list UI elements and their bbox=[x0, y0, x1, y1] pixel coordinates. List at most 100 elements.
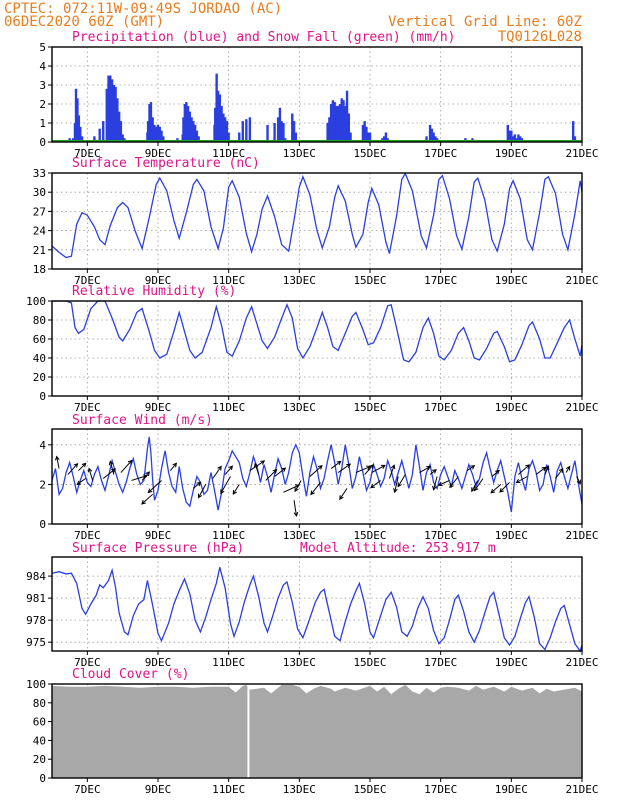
precip-ytick-label: 4 bbox=[39, 60, 46, 73]
precip-bar bbox=[266, 124, 269, 142]
precip-bar bbox=[347, 113, 350, 142]
temp-frame bbox=[51, 172, 583, 270]
wind-vector bbox=[76, 478, 86, 485]
cloud-xtick-label: 21DEC bbox=[565, 783, 598, 796]
precip-bar bbox=[571, 121, 575, 142]
wind-vector-head bbox=[565, 465, 571, 471]
precip-xtick-label: 11DEC bbox=[212, 147, 245, 160]
pressure-xtick-label: 21DEC bbox=[565, 656, 598, 669]
wind-vector bbox=[88, 468, 94, 481]
wind-vector-head bbox=[281, 467, 287, 472]
wind-vector bbox=[198, 484, 207, 498]
precip-bar bbox=[294, 132, 297, 142]
pressure-xtick-label: 11DEC bbox=[212, 656, 245, 669]
precip-bar bbox=[102, 121, 105, 142]
wind-vector bbox=[466, 465, 475, 471]
wind-xtick-label: 17DEC bbox=[424, 529, 457, 542]
precip-bar bbox=[338, 104, 342, 142]
precip-ytick-label: 0 bbox=[39, 136, 46, 149]
wind-vector-head bbox=[471, 487, 476, 493]
precip-bar bbox=[368, 132, 372, 142]
humidity-panel: Relative Humidity (%) 0 20 40 60 80 100 7DEC 9D… bbox=[26, 284, 598, 414]
wind-vector bbox=[394, 476, 399, 493]
precip-bar bbox=[216, 90, 220, 142]
precip-bar bbox=[326, 123, 329, 142]
wind-vector bbox=[355, 466, 371, 474]
cloud-ytick-label: 0 bbox=[39, 772, 46, 785]
cloud-cover-panel: Cloud Cover (%) 0 20 40 60 80 100 7DEC 9DEC 11DE… bbox=[26, 667, 598, 796]
humidity-xtick-label: 7DEC bbox=[74, 401, 101, 414]
wind-vector-head bbox=[217, 465, 222, 471]
wind-vector-head bbox=[196, 481, 202, 487]
precip-bar bbox=[344, 105, 347, 142]
cloud-frame bbox=[51, 683, 583, 779]
precip-bar bbox=[349, 132, 352, 142]
wind-vector bbox=[67, 463, 78, 475]
pressure-ytick-label: 975 bbox=[26, 636, 46, 649]
precip-bar bbox=[425, 136, 428, 142]
wind-vector bbox=[339, 488, 348, 500]
wind-vector-head bbox=[390, 464, 396, 470]
wind-vector bbox=[337, 463, 351, 473]
wind-vector bbox=[224, 465, 233, 475]
precip-bar bbox=[337, 105, 340, 142]
humidity-ytick-label: 60 bbox=[33, 333, 46, 346]
precip-bar bbox=[149, 102, 153, 142]
wind-vector bbox=[388, 465, 395, 479]
precip-xtick-label: 7DEC bbox=[74, 147, 101, 160]
wind-xtick-label: 7DEC bbox=[74, 529, 101, 542]
cloud-xtick-label: 9DEC bbox=[145, 783, 172, 796]
cloud-xtick-label: 17DEC bbox=[424, 783, 457, 796]
wind-xtick-label: 11DEC bbox=[212, 529, 245, 542]
precip-xtick-label: 21DEC bbox=[565, 147, 598, 160]
precip-bar bbox=[156, 124, 160, 142]
wind-vector bbox=[254, 463, 260, 475]
wind-vector-head bbox=[576, 479, 581, 485]
precip-bar bbox=[278, 107, 282, 142]
wind-vector-head bbox=[369, 464, 374, 469]
wind-vector bbox=[449, 476, 459, 488]
precip-bar bbox=[273, 123, 276, 142]
precip-bar bbox=[109, 75, 112, 142]
wind-vector-head bbox=[73, 462, 79, 468]
wind-vector bbox=[309, 465, 323, 477]
humidity-ytick-label: 20 bbox=[33, 371, 46, 384]
wind-vector-head bbox=[393, 488, 398, 494]
temp-ytick-label: 24 bbox=[33, 225, 47, 238]
wind-vector bbox=[576, 476, 581, 484]
wind-xtick-label: 19DEC bbox=[495, 529, 528, 542]
wind-vector-head bbox=[432, 485, 437, 491]
temp-series-line bbox=[51, 172, 583, 259]
precip-bar bbox=[155, 126, 158, 142]
wind-vector bbox=[499, 482, 510, 493]
wind-vector-head bbox=[127, 459, 133, 465]
humidity-xtick-label: 11DEC bbox=[212, 401, 245, 414]
wind-vector bbox=[555, 468, 564, 479]
precip-bar bbox=[77, 115, 81, 142]
precip-frame bbox=[51, 46, 583, 143]
precip-bar bbox=[225, 121, 229, 142]
precip-xtick-label: 13DEC bbox=[283, 147, 316, 160]
precip-bar bbox=[248, 117, 252, 142]
precip-bar bbox=[227, 132, 230, 142]
wind-vector-head bbox=[253, 462, 259, 468]
precip-bar bbox=[428, 124, 432, 142]
precip-bar bbox=[506, 124, 509, 142]
temp-ytick-label: 27 bbox=[33, 205, 46, 218]
wind-vector-head bbox=[339, 495, 344, 501]
precip-xtick-label: 15DEC bbox=[353, 147, 386, 160]
precip-bar bbox=[112, 85, 116, 142]
humidity-xtick-label: 15DEC bbox=[353, 401, 386, 414]
precip-bar bbox=[430, 128, 434, 142]
precip-ytick-label: 3 bbox=[39, 79, 46, 92]
wind-vector bbox=[490, 484, 502, 494]
wind-vector bbox=[330, 460, 342, 469]
wind-vector bbox=[371, 464, 386, 473]
precip-xtick-label: 19DEC bbox=[495, 147, 528, 160]
precip-bar bbox=[188, 111, 191, 142]
wind-vector bbox=[471, 480, 479, 492]
precip-bar bbox=[215, 73, 218, 142]
pressure-series-line bbox=[51, 567, 583, 653]
cloud-xtick-label: 7DEC bbox=[74, 783, 101, 796]
